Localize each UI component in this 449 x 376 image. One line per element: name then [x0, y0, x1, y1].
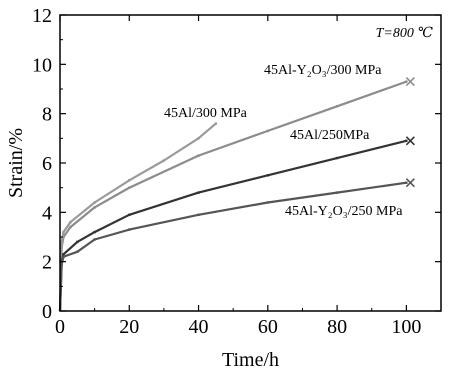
series-line	[58, 181, 407, 312]
series-end-marker	[405, 136, 415, 146]
series-label: 45Al-Y₂O₃/300 MPa	[264, 63, 382, 78]
series-point	[405, 181, 408, 184]
series-point	[128, 228, 131, 231]
y-tick-label: 4	[42, 202, 52, 224]
series-point	[128, 186, 131, 189]
series-point	[405, 80, 408, 83]
series-point	[197, 213, 200, 216]
plot-frame	[59, 14, 442, 312]
series-point	[128, 179, 131, 182]
x-tick-label: 100	[391, 316, 421, 338]
series-end-marker	[405, 77, 415, 87]
series-point	[128, 213, 131, 216]
y-tick-label: 10	[32, 54, 52, 76]
series-point	[266, 174, 270, 177]
series-point	[266, 201, 270, 204]
y-tick-label: 0	[42, 301, 52, 323]
x-axis-title: Time/h	[222, 349, 279, 371]
series-point	[93, 238, 96, 241]
y-tick-label: 12	[32, 5, 52, 27]
series-point	[69, 221, 72, 224]
series-point	[93, 206, 96, 209]
y-axis-title: Strain/%	[5, 128, 27, 198]
y-tick-label: 8	[42, 104, 52, 126]
series-point	[62, 255, 65, 258]
series-point	[197, 154, 200, 157]
series-point	[62, 230, 65, 234]
series-point	[266, 129, 270, 133]
series-point	[76, 250, 79, 253]
series-point	[62, 253, 65, 256]
temperature-annotation: T=800 ℃	[376, 26, 434, 41]
series-point	[197, 191, 200, 194]
series-end-marker	[405, 178, 415, 188]
series-point	[76, 240, 79, 244]
series-point	[335, 191, 339, 194]
x-tick-label: 40	[189, 316, 209, 338]
series-point	[162, 159, 166, 162]
series-label: 45Al/300 MPa	[164, 106, 248, 121]
series-point	[60, 262, 63, 266]
x-tick-label: 0	[55, 316, 65, 338]
series-label: 45Al-Y₂O₃/250 MPa	[285, 204, 403, 219]
y-tick-label: 6	[42, 153, 52, 175]
x-tick-label: 80	[327, 316, 347, 338]
x-tick-label: 60	[258, 316, 278, 338]
x-tick-label: 20	[119, 316, 139, 338]
series-label: 45Al/250MPa	[290, 128, 370, 143]
series-point	[335, 105, 339, 108]
series-line	[58, 139, 407, 312]
series-point	[197, 137, 200, 140]
series-point	[335, 156, 339, 160]
series-point	[60, 240, 63, 244]
series-point	[93, 230, 96, 234]
series-point	[93, 201, 96, 204]
y-tick-label: 2	[42, 252, 52, 274]
series-point	[69, 225, 72, 229]
series-point	[405, 139, 408, 142]
series-point	[214, 122, 218, 125]
